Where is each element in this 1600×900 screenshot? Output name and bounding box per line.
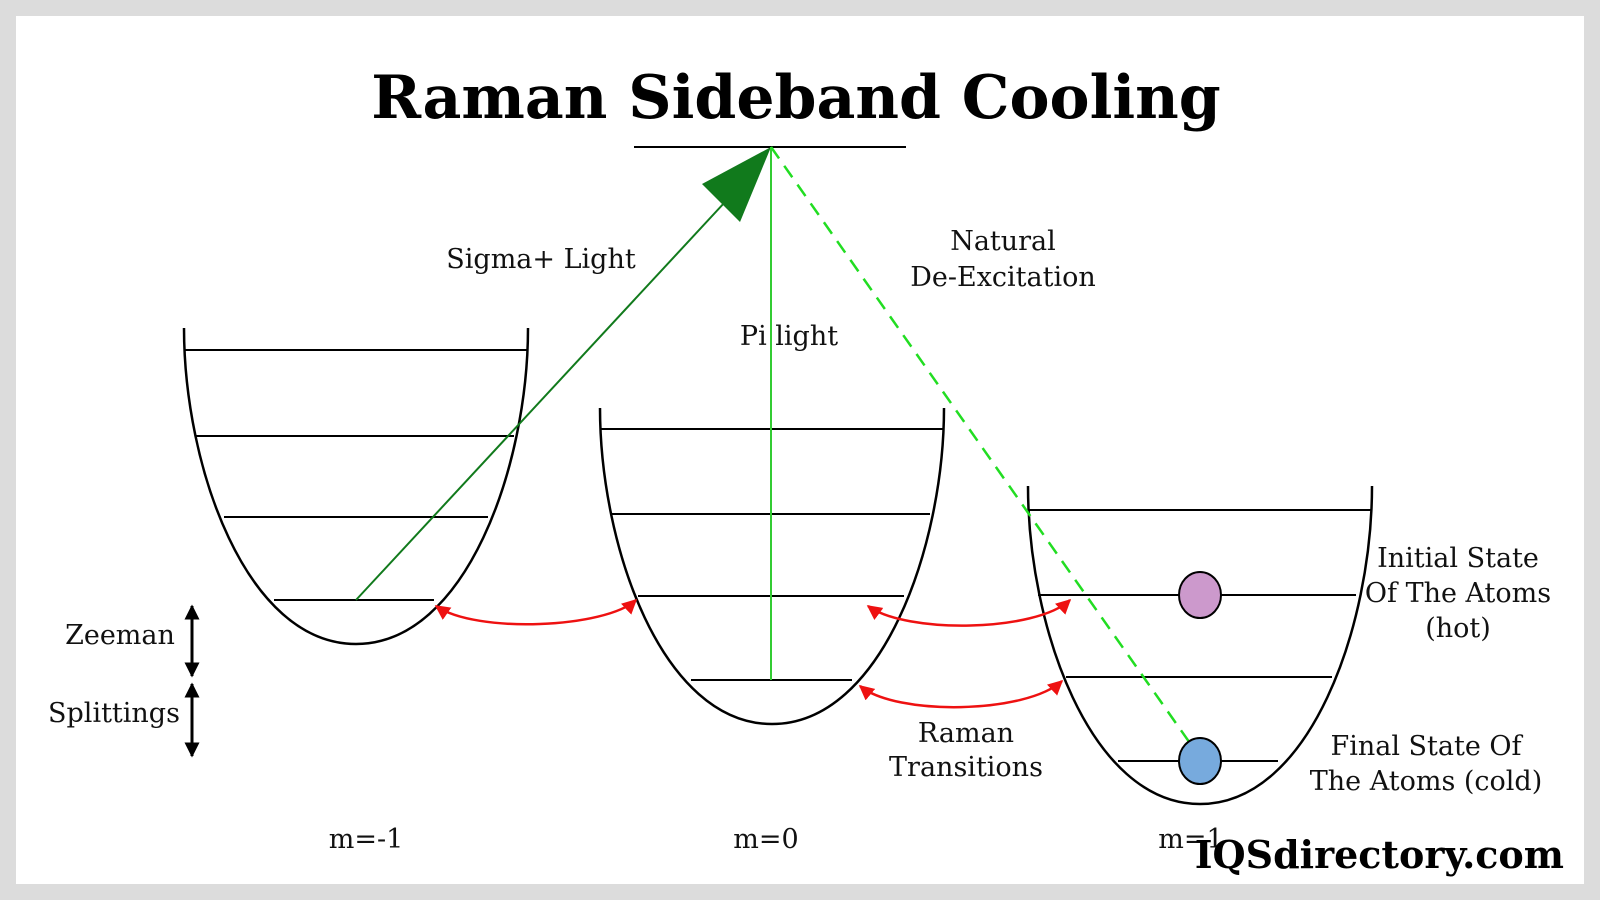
hot-atom — [1178, 571, 1222, 619]
initial-label-line3: (hot) — [1425, 613, 1491, 644]
natural-label-line1: Natural — [950, 226, 1056, 257]
zeeman-label: Zeeman — [65, 620, 175, 651]
well-curve — [598, 407, 946, 726]
brand-watermark: IQSdirectory.com — [1195, 832, 1564, 877]
sigma-light-label: Sigma+ Light — [446, 244, 636, 275]
raman-arrow-3 — [858, 679, 1064, 709]
well-label-m-1: m=1 — [1158, 824, 1223, 855]
sigma-arrowhead — [702, 147, 771, 222]
splittings-label: Splittings — [48, 698, 180, 729]
natural-deexcitation-line — [769, 146, 1194, 747]
natural-label-line2: De-Excitation — [910, 262, 1096, 293]
well-curve — [1026, 485, 1374, 806]
well-label-m-0: m=0 — [733, 824, 798, 855]
initial-label-line1: Initial State — [1377, 543, 1539, 574]
raman-arrow-2 — [866, 598, 1072, 627]
diagram-canvas: Raman Sideband Cooling Sigma+ — [16, 16, 1584, 884]
final-label-line1: Final State Of — [1330, 731, 1523, 762]
diagram-title: Raman Sideband Cooling — [371, 63, 1221, 133]
well-curve — [182, 327, 530, 646]
sigma-light-arrow — [355, 187, 739, 601]
pi-light-label: Pi light — [740, 321, 838, 352]
well-label-m-minus-1: m=-1 — [329, 824, 404, 855]
well-m-minus-1 — [182, 327, 530, 646]
raman-label-line1: Raman — [918, 718, 1014, 749]
final-label-line2: The Atoms (cold) — [1310, 766, 1543, 797]
raman-label-line2: Transitions — [889, 752, 1043, 783]
initial-label-line2: Of The Atoms — [1365, 578, 1551, 609]
diagram-svg: Raman Sideband Cooling Sigma+ — [48, 63, 1564, 877]
raman-arrow-1 — [434, 598, 638, 626]
cold-atom — [1178, 737, 1222, 785]
